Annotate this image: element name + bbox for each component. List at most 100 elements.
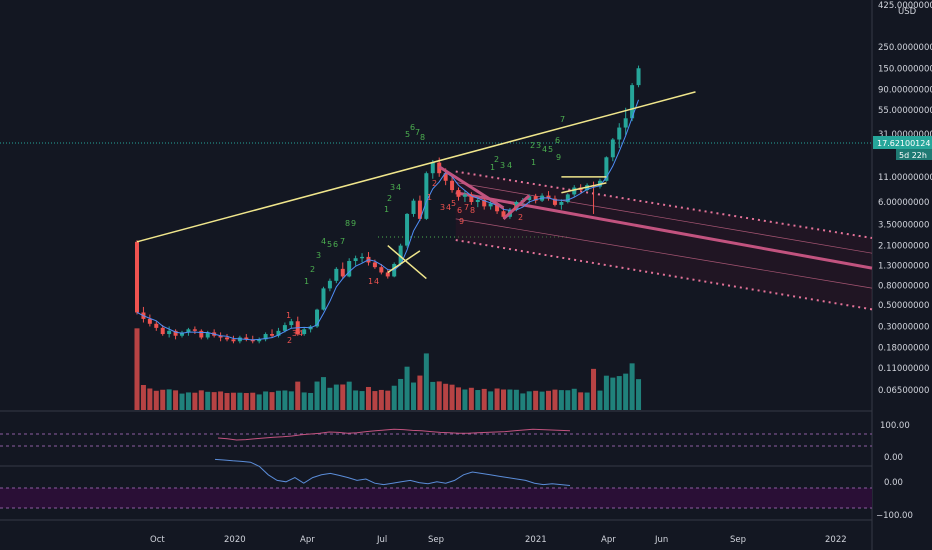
candle-body [411,200,416,214]
seq-label: 4 [446,203,451,212]
rsi-axis-label-top: 100.00 [880,421,910,431]
volume-bar [636,379,642,410]
volume-bar [513,389,519,410]
price-axis-unit: USD [898,7,917,17]
candle-body [462,194,467,197]
trendline-resistance [136,91,696,243]
candle-body [276,330,281,336]
volume-bar [211,392,217,410]
volume-bar [153,390,159,410]
candle-body [405,213,410,246]
candle-body [167,330,172,335]
seq-label: 8 [470,206,475,215]
candle-body [385,272,390,277]
volume-bar [372,391,378,410]
channel-lower-bound [455,239,873,311]
candle-body [180,332,185,336]
candle-body [263,334,268,340]
momentum-axis-label-top: 0.00 [884,478,903,488]
seq-label: 1 [512,203,517,212]
candle-body [623,118,628,128]
volume-bar [546,390,552,410]
moving-average-line [136,99,640,341]
seq-label: 4 [396,183,401,192]
volume-bar [385,390,391,410]
volume-bar [488,391,494,410]
price-axis-label: 0.50000000 [878,301,929,311]
volume-bar [173,390,179,410]
timer-badge [896,149,932,160]
seq-label: 2 [310,265,315,274]
candle-body [289,321,294,326]
seq-label: 3 [536,141,541,150]
volume-bar [417,375,423,410]
price-axis-label: 150.00000000 [878,64,932,74]
candle-body [417,200,422,219]
seq-label: 1 [304,277,309,286]
seq-label: 3 [440,203,445,212]
price-axis[interactable]: 425.00000000 250.00000000 150.00000000 90.0… [878,1,932,396]
price-axis-label: 3.50000000 [878,220,929,230]
volume-bar [533,390,539,410]
trendline-flag-lower [502,194,531,220]
time-label: 2021 [525,535,547,545]
volume-bar [378,389,384,410]
volume-bar [269,392,275,410]
trendlines[interactable] [136,91,696,280]
candle-body [610,139,615,158]
seq-label: 4 [542,145,547,154]
candle-body [321,288,326,310]
momentum-axis-label-bottom: −100.00 [876,511,913,521]
candle-body [398,245,403,264]
volume-bar [359,391,365,410]
volume-bar [218,391,224,410]
volume-bar [365,386,371,410]
volume-bar [147,388,153,410]
volume-bar [610,377,616,410]
candle-body [334,268,339,281]
volume-bar [404,366,410,410]
volume-bar [462,389,468,410]
candle-body [199,330,204,338]
candle-body [218,335,223,338]
time-label: Apr [300,535,315,545]
volume-bar [160,389,166,410]
time-label: 2022 [825,535,847,545]
seq-label: 1 [384,205,389,214]
oscillators[interactable] [214,428,571,486]
time-label: Sep [730,535,746,545]
time-label: Sep [428,535,444,545]
volume-bar [237,392,243,410]
candle-body [636,68,641,86]
candle-body [552,198,557,205]
candle-body [231,339,236,342]
current-price-badge [873,136,932,149]
candle-body [572,187,577,195]
candle-body [173,330,178,336]
volume-bar [256,394,262,410]
volume-bar [250,392,256,410]
volume-bar [263,391,269,410]
volume-bar [288,391,294,410]
candle-body [443,173,448,181]
seq-label: 2 [287,336,292,345]
seq-label: 6 [333,240,338,249]
price-axis-label: 11.00000000 [878,173,932,183]
sequential-counts: 5 6 7 8 8 9 4 5 6 7 3 2 1 3 4 2 1 2 3 4 … [286,115,565,345]
volume-bar [597,390,603,410]
volume-bar [623,373,629,410]
seq-label: 5 [451,199,456,208]
candle-body [225,337,230,340]
trendline-wedge-lower [561,182,607,194]
seq-label: 7 [415,128,420,137]
seq-label: 7 [560,115,565,124]
seq-label: 5 [548,145,553,154]
volume-bars [134,328,642,410]
candle-body [630,85,635,119]
momentum-band [0,488,872,508]
candle-body [244,337,249,340]
volume-bar [584,392,590,410]
volume-bar [179,393,185,410]
volume-bar [501,389,507,410]
